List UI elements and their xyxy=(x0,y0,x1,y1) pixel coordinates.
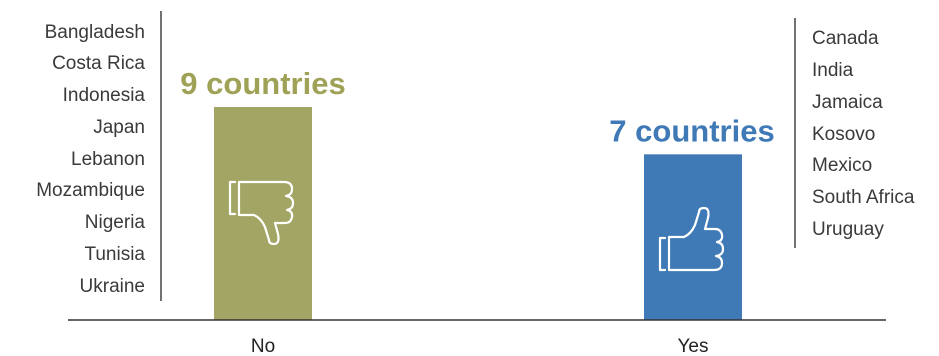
country-label: Canada xyxy=(812,28,879,49)
country-label: India xyxy=(812,60,854,81)
country-label: South Africa xyxy=(812,187,915,208)
left-country-list: Bangladesh Costa Rica Indonesia Japan Le… xyxy=(36,22,145,297)
country-label: Mexico xyxy=(812,155,872,176)
thumbs-up-icon xyxy=(658,206,725,272)
category-label-yes: Yes xyxy=(678,336,709,356)
country-label: Japan xyxy=(93,117,145,138)
country-label: Uruguay xyxy=(812,219,884,240)
thumbs-down-icon xyxy=(228,180,295,246)
country-label: Indonesia xyxy=(63,85,146,106)
country-label: Mozambique xyxy=(36,180,145,201)
country-label: Tunisia xyxy=(84,244,145,265)
country-label: Ukraine xyxy=(80,276,145,297)
country-label: Bangladesh xyxy=(45,22,145,43)
bar-no xyxy=(214,107,312,320)
bar-label-yes: 7 countries xyxy=(609,113,774,148)
bar-yes xyxy=(644,154,742,320)
country-label: Jamaica xyxy=(812,92,883,113)
country-label: Costa Rica xyxy=(52,53,145,74)
country-label: Lebanon xyxy=(71,149,145,170)
country-label: Kosovo xyxy=(812,124,875,145)
bar-label-no: 9 countries xyxy=(180,66,345,101)
category-label-no: No xyxy=(251,336,275,356)
right-country-list: Canada India Jamaica Kosovo Mexico South… xyxy=(812,28,915,240)
country-label: Nigeria xyxy=(85,212,146,233)
